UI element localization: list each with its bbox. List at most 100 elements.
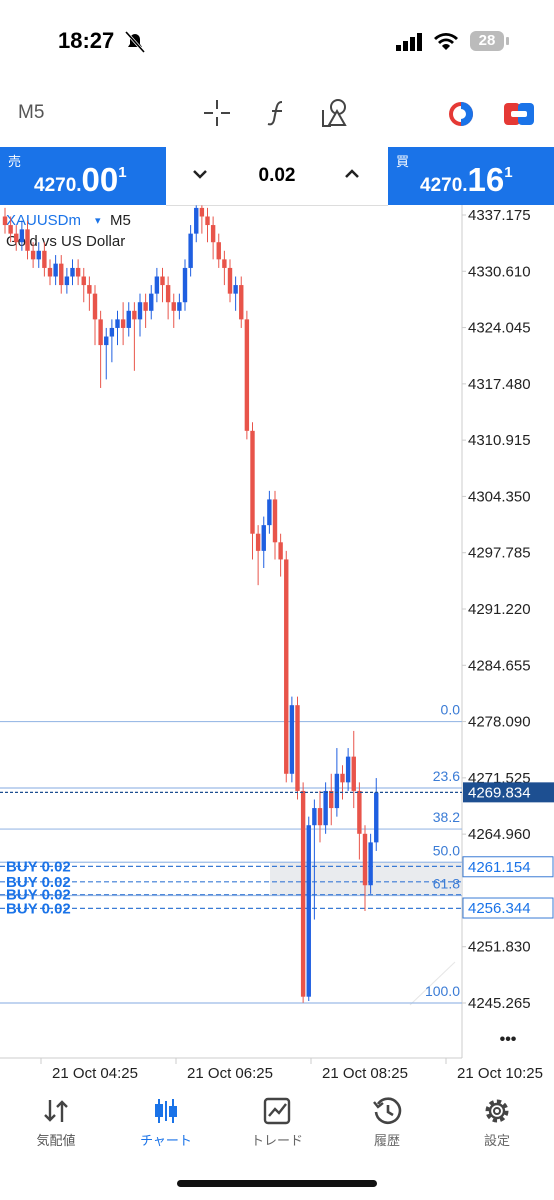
candle-body: [227, 267, 233, 294]
fib-label: 0.0: [441, 702, 461, 718]
x-tick-label: 21 Oct 04:25: [52, 1065, 138, 1082]
candle-body: [160, 276, 165, 286]
tab-settings[interactable]: 設定: [442, 1090, 552, 1149]
tab-trade[interactable]: トレード: [222, 1090, 332, 1149]
order-price-box: [462, 856, 554, 878]
candle-body: [171, 302, 176, 311]
tab-label: 履歴: [373, 1133, 400, 1148]
tab-label: 気配値: [36, 1133, 76, 1148]
volume-up[interactable]: [344, 167, 360, 181]
candle-body: [216, 242, 221, 260]
candle-body: [149, 293, 154, 311]
buy-button[interactable]: 買 4270.161: [388, 147, 554, 205]
candle-body: [42, 250, 47, 268]
candle-body: [137, 302, 143, 320]
candle-body: [98, 319, 103, 346]
volume-value[interactable]: 0.02: [258, 165, 296, 186]
buy-price-main: 4270.: [420, 175, 468, 196]
candle-body: [143, 302, 148, 311]
y-tick-label: 4251.830: [468, 939, 531, 956]
mute-icon: [124, 30, 146, 54]
y-tick-label: 4324.045: [468, 320, 531, 337]
candle-body: [30, 250, 36, 260]
candle-body: [132, 310, 137, 320]
timeframe-button[interactable]: M5: [18, 102, 45, 123]
more-button[interactable]: •••: [500, 1031, 517, 1048]
fib-label: 38.2: [433, 809, 460, 825]
candle-body: [81, 276, 86, 286]
candle-body: [374, 792, 379, 843]
sell-price: 4270.001: [34, 161, 127, 199]
candle-body: [188, 233, 193, 268]
candle-body: [317, 808, 323, 826]
signal-icon: [396, 33, 422, 51]
candle-body: [14, 233, 19, 243]
candle-body: [53, 263, 58, 277]
tab-icon: [373, 1097, 402, 1125]
battery: 28: [470, 31, 504, 51]
candle-body: [239, 285, 244, 320]
candle-body: [154, 276, 160, 294]
x-tick-label: 21 Oct 08:25: [322, 1065, 408, 1082]
order-price-label: 4256.344: [468, 900, 531, 917]
y-tick-label: 4304.350: [468, 488, 531, 505]
sell-price-big: 00: [81, 161, 119, 198]
candle-body: [210, 225, 216, 243]
wifi-icon: [434, 33, 458, 50]
y-tick-label: 4330.610: [468, 263, 531, 280]
order-label: BUY 0.02: [6, 887, 71, 904]
tab-icon: [485, 1099, 509, 1123]
indicator-icon[interactable]: [264, 98, 290, 128]
fib-label: 50.0: [433, 842, 460, 858]
symbol-description: Gold vs US Dollar: [6, 233, 125, 250]
candle-body: [329, 790, 334, 809]
tab-quotes[interactable]: 気配値: [1, 1090, 111, 1149]
candle-body: [362, 833, 368, 886]
order-price-label: 4261.154: [468, 859, 531, 876]
candle-body: [199, 207, 205, 217]
tab-label: 設定: [483, 1133, 510, 1148]
y-tick-label: 4317.480: [468, 376, 531, 393]
candle-body: [284, 559, 289, 774]
candle-body: [357, 790, 362, 834]
status-time: 18:27: [58, 28, 115, 53]
volume-control: 0.02: [166, 147, 388, 206]
trade-icon[interactable]: [446, 100, 476, 128]
y-tick-label: 4284.655: [468, 657, 531, 674]
symbol: XAUUSDm: [6, 212, 81, 229]
tab-history[interactable]: 履歴: [332, 1090, 442, 1149]
y-tick-label: 4337.175: [468, 207, 531, 224]
fib-label: 23.6: [433, 768, 460, 784]
candle-body: [92, 293, 98, 320]
candle-body: [334, 773, 340, 809]
candle-body: [261, 525, 266, 551]
candle-body: [272, 499, 278, 543]
candle-body: [87, 285, 92, 294]
objects-icon[interactable]: [320, 96, 354, 130]
candle-body: [267, 499, 272, 526]
candle-body: [19, 229, 25, 243]
candle-body: [126, 310, 131, 328]
candle-body: [165, 285, 171, 303]
candle-body: [345, 756, 351, 783]
crosshair-icon[interactable]: [202, 98, 232, 128]
x-tick-label: 21 Oct 10:25: [457, 1065, 543, 1082]
account-icon[interactable]: [503, 101, 535, 127]
buy-price-big: 16: [467, 161, 505, 198]
candle-body: [120, 319, 126, 328]
candle-body: [2, 216, 8, 226]
candle-body: [194, 207, 199, 234]
tab-chart[interactable]: チャート: [111, 1090, 221, 1149]
volume-down[interactable]: [192, 167, 208, 181]
candle-body: [278, 542, 283, 560]
order-label: BUY 0.02: [6, 858, 71, 875]
symbol-arrow[interactable]: ▾: [95, 215, 101, 227]
candle-body: [75, 267, 81, 277]
trend-line: [409, 961, 456, 1006]
battery-tip: [506, 37, 509, 45]
candle-body: [177, 302, 182, 311]
sell-button[interactable]: 売 4270.001: [0, 147, 166, 205]
candle-body: [104, 336, 109, 346]
fib-label: 61.8: [433, 876, 460, 892]
